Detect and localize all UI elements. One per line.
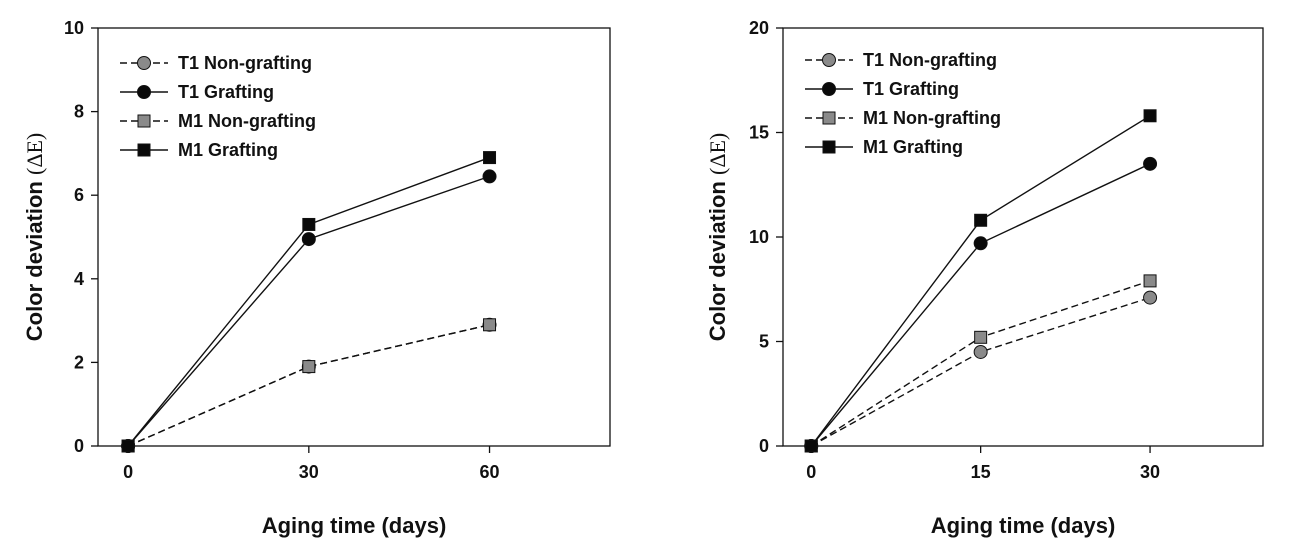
x-axis-title: Aging time (days) [931, 513, 1116, 538]
data-point-square [137, 114, 151, 128]
series-line [127, 324, 490, 447]
legend-entry: M1 Grafting [178, 140, 278, 160]
data-point-square [121, 439, 135, 453]
y-tick-label: 2 [74, 352, 84, 372]
x-axis-title: Aging time (days) [262, 513, 447, 538]
x-tick-label: 30 [299, 462, 319, 482]
data-point-square [804, 439, 818, 453]
data-point-square [137, 143, 151, 157]
y-tick-label: 6 [74, 185, 84, 205]
data-point-square [483, 318, 497, 332]
legend-entry: T1 Non-grafting [178, 53, 312, 73]
legend-entry: T1 Grafting [178, 82, 274, 102]
data-point-circle [137, 85, 151, 99]
data-point-circle [822, 82, 836, 96]
data-point-circle [137, 56, 151, 70]
legend-entry: M1 Non-grafting [178, 111, 316, 131]
legend-entry: T1 Grafting [863, 79, 959, 99]
left-chart-panel: 0 2 4 6 8 10 0 30 60 Aging time (days) Color devia… [22, 18, 611, 538]
y-tick-label: 8 [74, 102, 84, 122]
series-line [810, 163, 1151, 447]
data-point-circle [822, 53, 836, 67]
series-line [127, 156, 490, 447]
y-axis-title: Color deviation (ΔE) [22, 133, 47, 342]
y-tick-label: 15 [749, 123, 769, 143]
data-point-circle [482, 169, 497, 184]
y-tick-label: 4 [74, 269, 84, 289]
y-tick-label: 20 [749, 18, 769, 38]
data-point-square [1143, 274, 1157, 288]
data-point-circle [301, 232, 316, 247]
plot-frame [782, 27, 1264, 447]
series-line [127, 175, 490, 447]
x-tick-label: 0 [123, 462, 133, 482]
legend: T1 Non-grafting T1 Grafting M1 Non-graftin… [805, 50, 1001, 157]
legend-entry: T1 Non-grafting [863, 50, 997, 70]
y-axis-title-symbol: (ΔE) [22, 133, 47, 175]
y-axis-title: Color deviation (ΔE) [705, 133, 730, 342]
y-tick-label: 10 [64, 18, 84, 38]
y-tick-label: 0 [759, 436, 769, 456]
series-line [810, 280, 1151, 447]
data-point-square [822, 140, 836, 154]
right-chart-panel: 0 5 10 15 20 0 15 30 Aging time (days) Color devi… [705, 18, 1264, 538]
x-tick-label: 30 [1140, 462, 1160, 482]
series-line [810, 115, 1151, 447]
legend-entry: M1 Non-grafting [863, 108, 1001, 128]
legend: T1 Non-grafting T1 Grafting M1 Non-graftin… [120, 53, 316, 160]
x-tick-label: 15 [971, 462, 991, 482]
data-point-square [974, 213, 988, 227]
data-point-circle [1143, 156, 1158, 171]
y-tick-label: 5 [759, 332, 769, 352]
legend-entry: M1 Grafting [863, 137, 963, 157]
y-axis-title-main: Color deviation [705, 175, 730, 341]
series-line [810, 296, 1151, 447]
y-axis-title-main: Color deviation [22, 175, 47, 341]
x-tick-label: 60 [480, 462, 500, 482]
data-point-square [302, 217, 316, 231]
data-point-square [974, 330, 988, 344]
data-point-square [822, 111, 836, 125]
y-axis-title-symbol: (ΔE) [705, 133, 730, 175]
data-point-square [302, 360, 316, 374]
y-tick-label: 0 [74, 436, 84, 456]
series-line [127, 324, 490, 447]
data-point-circle [1143, 290, 1158, 305]
x-tick-label: 0 [806, 462, 816, 482]
data-point-square [483, 151, 497, 165]
data-point-square [1143, 109, 1157, 123]
data-point-circle [973, 344, 988, 359]
plot-frame [97, 27, 611, 447]
data-point-circle [973, 236, 988, 251]
y-tick-label: 10 [749, 227, 769, 247]
